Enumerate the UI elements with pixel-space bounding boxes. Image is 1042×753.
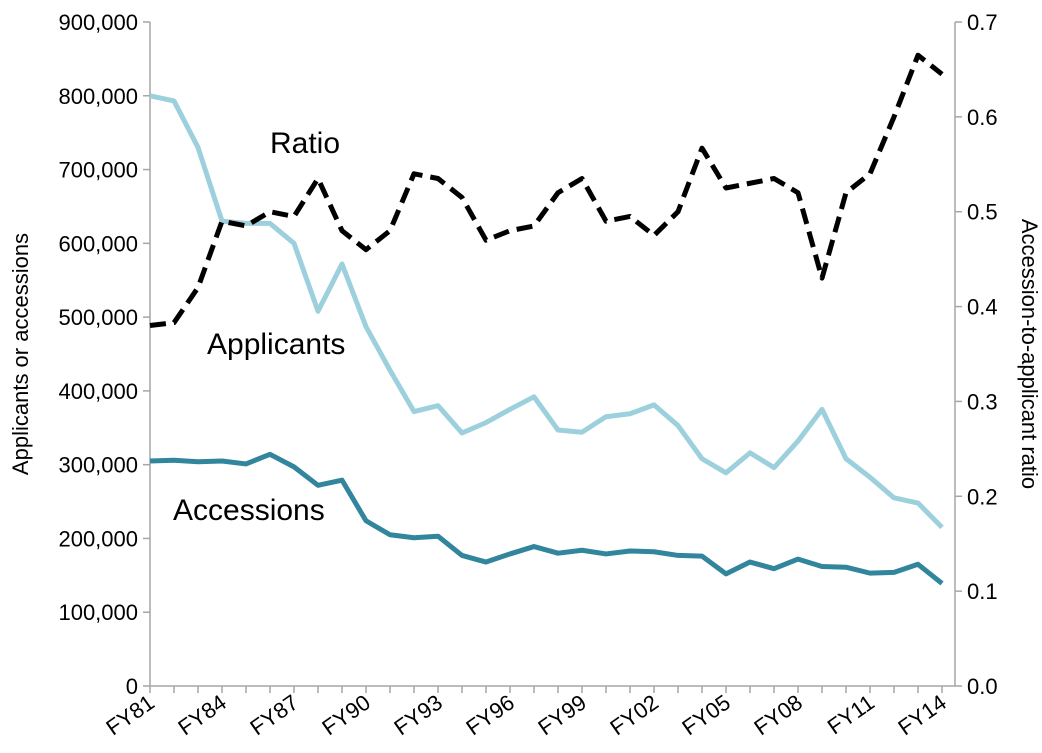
- x-tick-label: FY02: [605, 690, 662, 741]
- series-label: Ratio: [270, 127, 340, 160]
- y2-tick-label: 0.5: [967, 200, 998, 225]
- x-tick-label: FY05: [677, 690, 734, 741]
- y-tick-label: 300,000: [58, 453, 138, 478]
- x-tick-label: FY96: [461, 690, 518, 741]
- x-tick-label: FY11: [823, 690, 879, 740]
- y-tick-label: 400,000: [58, 379, 138, 404]
- x-tick-label: FY90: [317, 690, 374, 741]
- y-tick-label: 900,000: [58, 10, 138, 35]
- x-tick-label: FY08: [749, 690, 806, 741]
- y2-tick-label: 0.6: [967, 105, 998, 130]
- series-label: Accessions: [173, 494, 325, 527]
- x-tick-label: FY99: [533, 690, 590, 741]
- y2-tick-label: 0.2: [967, 484, 998, 509]
- x-tick-label: FY14: [893, 690, 950, 741]
- y-tick-label: 800,000: [58, 84, 138, 109]
- y2-tick-label: 0.0: [967, 674, 998, 699]
- x-tick-label: FY84: [173, 690, 230, 741]
- y2-tick-label: 0.4: [967, 295, 998, 320]
- x-tick-label: FY87: [245, 690, 302, 741]
- y-tick-label: 500,000: [58, 305, 138, 330]
- y-tick-label: 700,000: [58, 158, 138, 183]
- y-tick-label: 600,000: [58, 231, 138, 256]
- series-label: Applicants: [207, 328, 345, 361]
- y2-tick-label: 0.1: [967, 579, 998, 604]
- y2-tick-label: 0.7: [967, 10, 998, 35]
- y2-axis-label: Accession-to-applicant ratio: [1017, 219, 1042, 489]
- x-tick-label: FY93: [389, 690, 446, 741]
- y-tick-label: 0: [126, 674, 138, 699]
- y-tick-label: 100,000: [58, 600, 138, 625]
- series-line: [149, 52, 944, 329]
- series-line: [149, 451, 944, 586]
- y-tick-label: 200,000: [58, 526, 138, 551]
- y-axis-label: Applicants or accessions: [8, 233, 33, 475]
- y2-tick-label: 0.3: [967, 389, 998, 414]
- series-line: [149, 93, 944, 530]
